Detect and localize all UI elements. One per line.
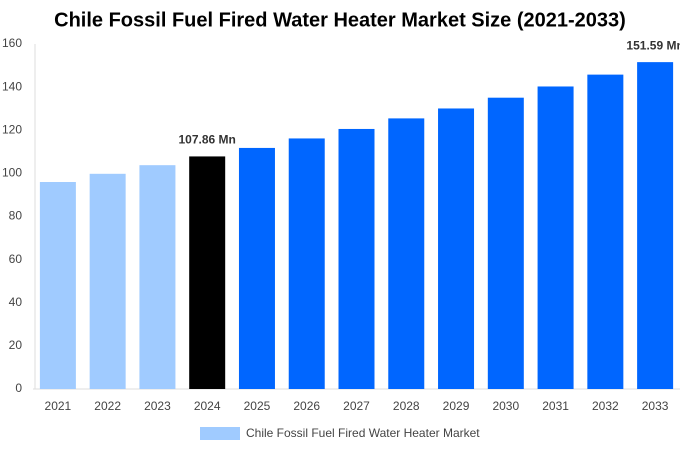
value-label: 107.86 Mn <box>179 133 236 147</box>
x-tick-label: 2032 <box>592 399 619 413</box>
y-tick-label: 100 <box>2 166 22 180</box>
y-tick-label: 0 <box>15 381 22 395</box>
bar <box>537 86 574 390</box>
x-tick-label: 2028 <box>393 399 420 413</box>
y-tick-label: 120 <box>2 122 22 136</box>
x-tick-label: 2031 <box>542 399 569 413</box>
bar <box>39 182 76 389</box>
bar <box>438 108 475 390</box>
x-tick-label: 2021 <box>45 399 72 413</box>
x-tick-label: 2024 <box>194 399 221 413</box>
bar <box>487 97 524 390</box>
y-tick-label: 140 <box>2 79 22 93</box>
chart-title: Chile Fossil Fuel Fired Water Heater Mar… <box>54 9 626 31</box>
bar <box>338 128 375 390</box>
x-tick-label: 2029 <box>443 399 470 413</box>
x-tick-label: 2026 <box>293 399 320 413</box>
bar <box>587 74 624 390</box>
bar <box>139 165 176 389</box>
x-tick-label: 2025 <box>244 399 271 413</box>
y-tick-label: 160 <box>2 36 22 50</box>
y-tick-label: 80 <box>9 209 23 223</box>
bar <box>388 118 425 389</box>
value-label: 151.59 Mn <box>626 38 680 52</box>
y-tick-label: 60 <box>9 252 23 266</box>
bar <box>288 138 325 389</box>
legend-label: Chile Fossil Fuel Fired Water Heater Mar… <box>246 426 480 440</box>
bar <box>637 62 674 389</box>
x-tick-label: 2027 <box>343 399 370 413</box>
x-tick-label: 2033 <box>642 399 669 413</box>
bar <box>238 147 275 389</box>
y-tick-label: 40 <box>9 295 23 309</box>
x-tick-label: 2022 <box>94 399 121 413</box>
bar <box>89 173 126 389</box>
legend-swatch <box>200 427 240 440</box>
x-tick-label: 2023 <box>144 399 171 413</box>
bar <box>189 156 226 389</box>
x-tick-label: 2030 <box>492 399 519 413</box>
y-tick-label: 20 <box>9 338 23 352</box>
